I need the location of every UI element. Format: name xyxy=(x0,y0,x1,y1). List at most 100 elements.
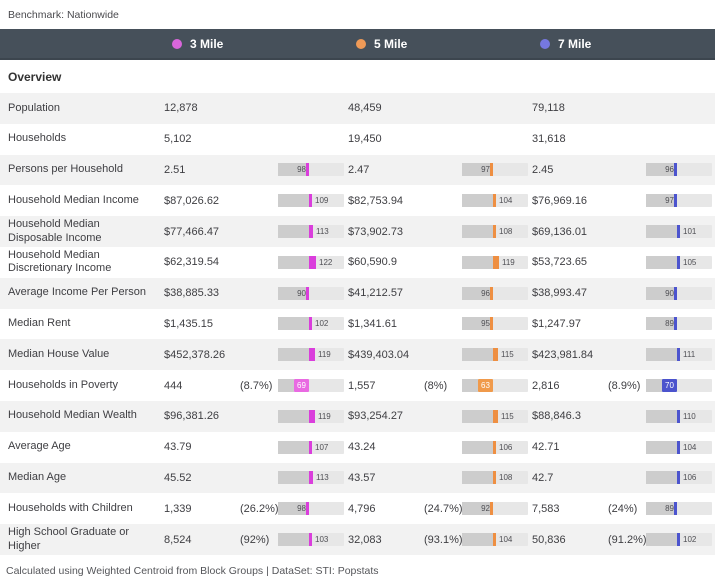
metric-percent: (8%) xyxy=(424,379,448,392)
index-gauge: 113 xyxy=(278,225,346,239)
benchmark-label: Benchmark: Nationwide xyxy=(8,8,119,21)
table-row: Median Rent $1,435.15 102 $1,341.61 95 $1,247… xyxy=(0,309,715,340)
gauge-index-number: 122 xyxy=(319,257,333,267)
gauge-fill xyxy=(278,163,306,177)
metric-value: 4,796 xyxy=(348,502,376,515)
index-gauge: 69 xyxy=(278,379,346,393)
mile-group-7-mile: 31,618 xyxy=(530,133,714,146)
gauge-fill xyxy=(462,286,490,300)
index-gauge: 97 xyxy=(646,194,714,208)
metric-value: $93,254.27 xyxy=(348,410,404,423)
table-row: Average Age 43.79 107 43.24 106 42.71 104 xyxy=(0,432,715,463)
footer-bar: Calculated using Weighted Centroid from … xyxy=(0,554,715,588)
legend-item-5-mile[interactable]: 5 Mile xyxy=(346,37,530,51)
gauge-marker xyxy=(490,163,493,177)
row-label: Population xyxy=(8,101,60,114)
index-gauge xyxy=(462,133,530,146)
metric-value: $452,378.26 xyxy=(164,348,226,361)
gauge-marker xyxy=(306,286,309,300)
table-row: Median House Value $452,378.26 119 $439,403… xyxy=(0,339,715,371)
mile-group-3-mile: $452,378.26 119 xyxy=(162,348,346,362)
gauge-fill xyxy=(462,440,493,454)
gauge-index-number: 119 xyxy=(318,411,331,421)
gauge-index-number: 98 xyxy=(297,504,306,514)
metric-value: 5,102 xyxy=(164,133,192,146)
table-row: Median Age 45.52 113 43.57 108 42.7 106 xyxy=(0,462,715,494)
row-label: Average Age xyxy=(8,440,71,453)
metric-value: 2.51 xyxy=(164,163,186,176)
gauge-index-number: 107 xyxy=(315,442,329,452)
gauge-fill xyxy=(646,286,674,300)
index-gauge: 92 xyxy=(462,502,530,516)
mile-group-5-mile: 32,083 (93.1%) 104 xyxy=(346,533,530,547)
gauge-fill xyxy=(462,194,493,208)
mile-group-5-mile: 48,459 xyxy=(346,102,530,115)
gauge-index-number: 108 xyxy=(499,473,513,483)
mile-group-3-mile: 444 (8.7%) 69 xyxy=(162,379,346,393)
gauge-marker xyxy=(309,533,312,547)
row-label: Median Rent xyxy=(8,317,71,330)
benchmark-bar: Benchmark: Nationwide xyxy=(0,0,715,29)
gauge-fill xyxy=(646,255,677,269)
index-gauge: 104 xyxy=(646,440,714,454)
index-gauge: 98 xyxy=(278,502,346,516)
mile-group-5-mile: $82,753.94 104 xyxy=(346,194,530,208)
legend-item-7-mile[interactable]: 7 Mile xyxy=(530,37,714,51)
legend-item-3-mile[interactable]: 3 Mile xyxy=(162,37,346,51)
index-gauge xyxy=(646,133,714,146)
gauge-marker xyxy=(309,409,315,423)
metric-value: 2.47 xyxy=(348,163,370,176)
mile-group-3-mile: 5,102 xyxy=(162,133,346,146)
gauge-marker xyxy=(674,286,677,300)
index-gauge xyxy=(278,102,346,115)
gauge-fill xyxy=(278,471,309,485)
index-gauge: 103 xyxy=(278,533,346,547)
metric-value: 42.7 xyxy=(532,471,554,484)
mile-group-3-mile: 12,878 xyxy=(162,102,346,115)
index-gauge: 108 xyxy=(462,225,530,239)
mile-group-5-mile: 2.47 97 xyxy=(346,163,530,177)
gauge-fill xyxy=(278,255,309,269)
metric-percent: (24%) xyxy=(608,502,638,515)
gauge-fill xyxy=(278,286,306,300)
index-gauge: 97 xyxy=(462,163,530,177)
gauge-marker xyxy=(674,163,677,177)
gauge-marker xyxy=(493,255,499,269)
gauge-index-number: 113 xyxy=(316,227,329,237)
row-label: Households with Children xyxy=(8,501,133,514)
row-label: Household Median Discretionary Income xyxy=(8,248,112,275)
section-title-text: Overview xyxy=(8,69,62,84)
mile-group-5-mile: 19,450 xyxy=(346,133,530,146)
legend-dot-7-mile-icon xyxy=(540,38,550,49)
gauge-fill xyxy=(646,225,677,239)
gauge-index-number: 111 xyxy=(683,350,696,360)
mile-group-5-mile: $41,212.57 96 xyxy=(346,286,530,300)
mile-group-7-mile: 2.45 96 xyxy=(530,163,714,177)
index-gauge: 119 xyxy=(462,255,530,269)
mile-group-3-mile: $96,381.26 119 xyxy=(162,409,346,423)
gauge-index-number: 104 xyxy=(499,535,513,545)
index-gauge: 108 xyxy=(462,471,530,485)
gauge-fill xyxy=(462,502,490,516)
table-row: Persons per Household 2.51 98 2.47 97 2.45 96 xyxy=(0,154,715,186)
legend-bar: 3 Mile 5 Mile 7 Mile xyxy=(0,29,715,60)
mile-group-3-mile: 2.51 98 xyxy=(162,163,346,177)
mile-group-3-mile: $77,466.47 113 xyxy=(162,225,346,239)
mile-group-5-mile: 43.57 108 xyxy=(346,471,530,485)
gauge-index-number: 96 xyxy=(665,165,674,175)
index-gauge: 96 xyxy=(462,286,530,300)
mile-group-5-mile: $93,254.27 115 xyxy=(346,409,530,423)
gauge-fill xyxy=(462,163,490,177)
gauge-index-chip: 70 xyxy=(662,379,677,393)
gauge-marker xyxy=(493,194,496,208)
gauge-marker xyxy=(677,471,680,485)
gauge-marker xyxy=(493,533,496,547)
index-gauge: 90 xyxy=(278,286,346,300)
metric-value: 32,083 xyxy=(348,533,382,546)
mile-group-7-mile: 79,118 xyxy=(530,102,714,115)
metric-value: 7,583 xyxy=(532,502,560,515)
table-row: Households in Poverty 444 (8.7%) 69 1,557 (8%… xyxy=(0,370,715,401)
gauge-index-number: 92 xyxy=(481,504,490,514)
metric-value: 8,524 xyxy=(164,533,192,546)
legend-dot-5-mile-icon xyxy=(356,38,366,49)
